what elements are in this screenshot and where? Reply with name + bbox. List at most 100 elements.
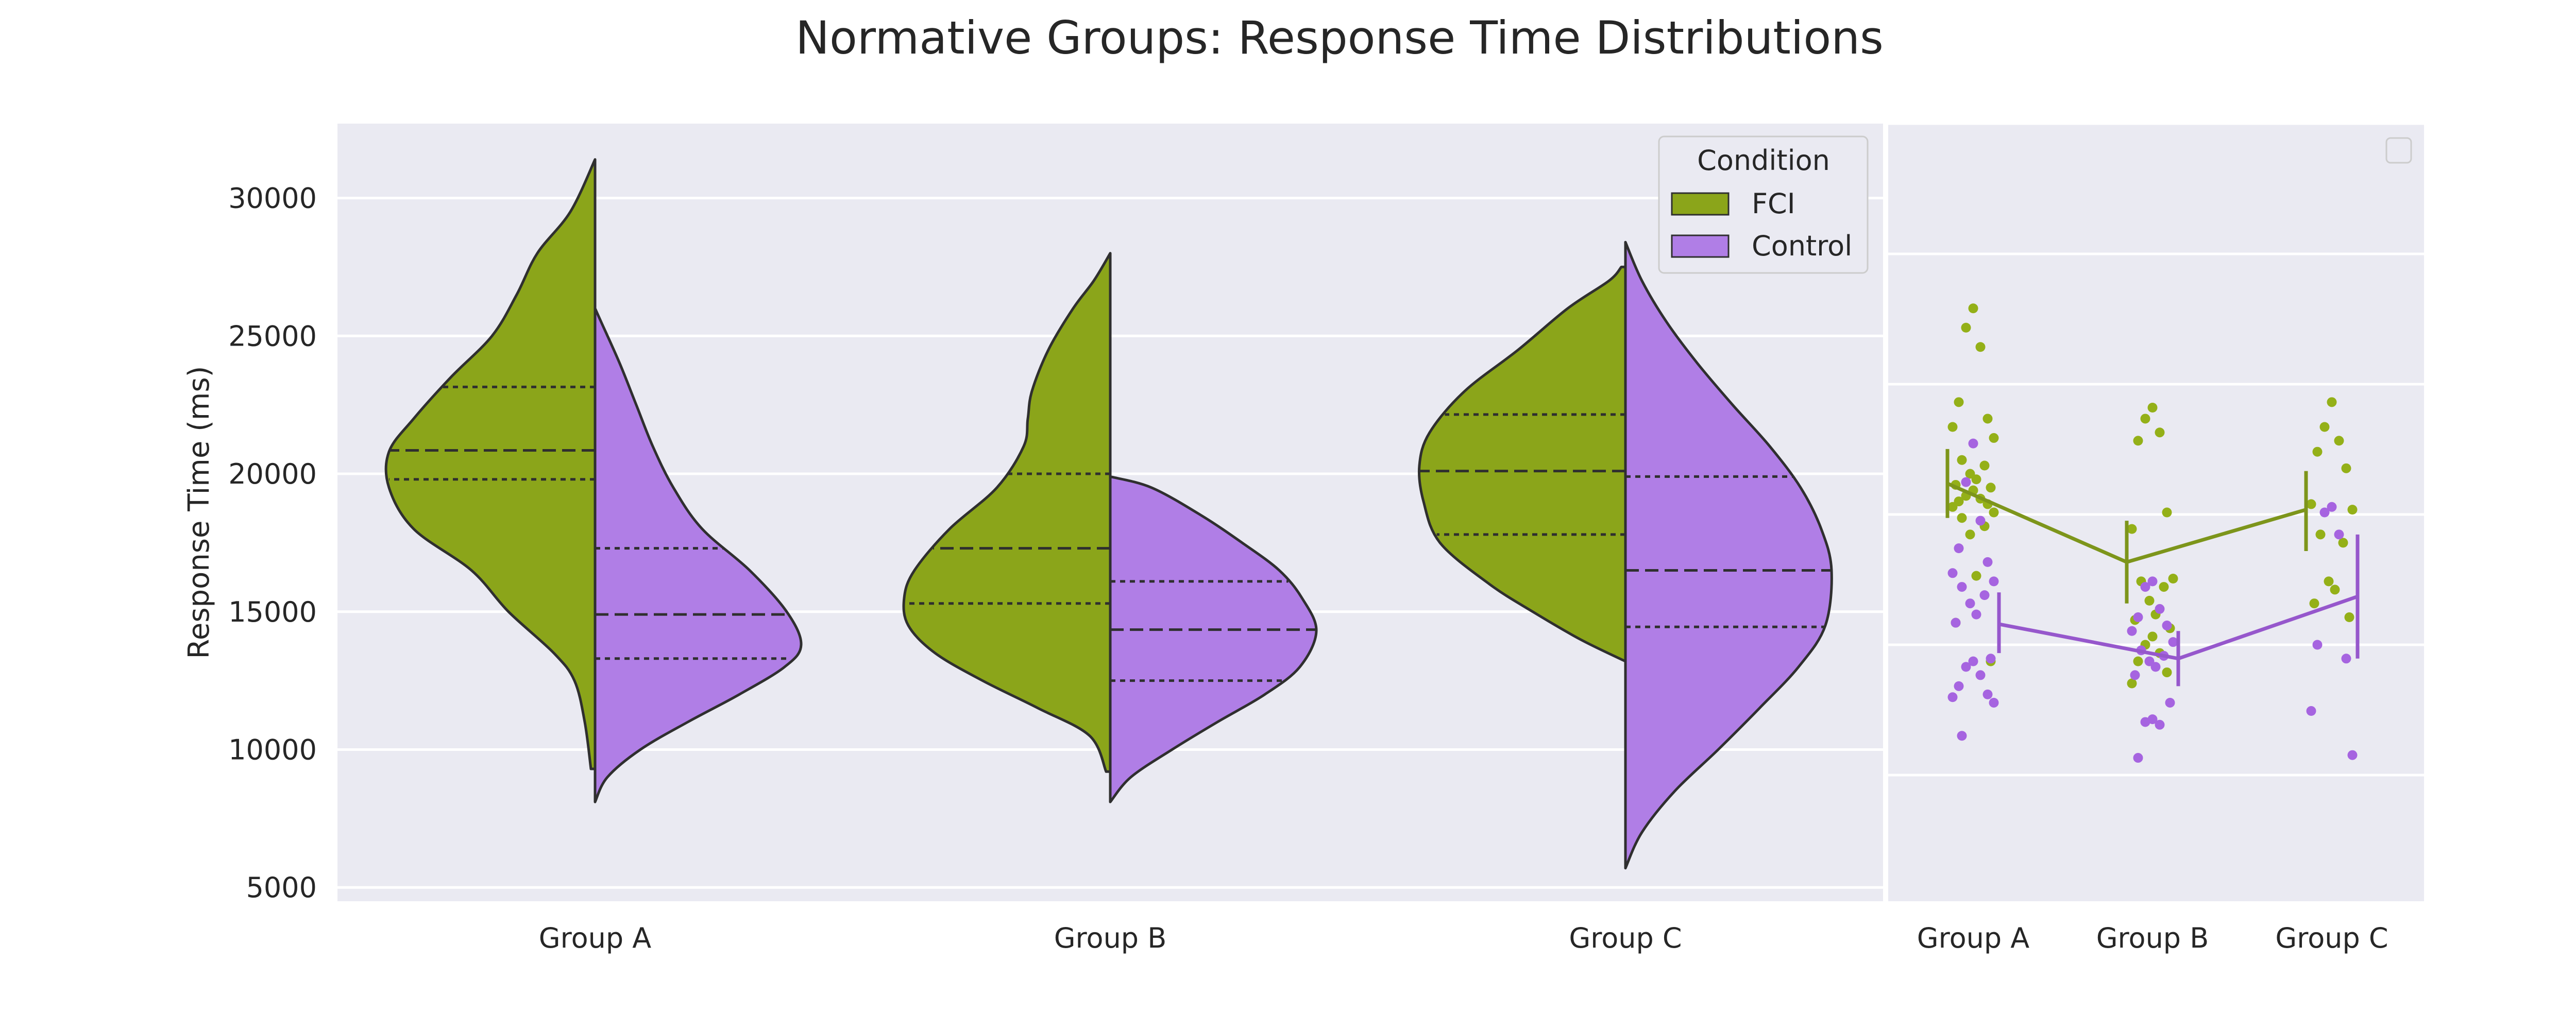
strip-point-fci [2327,397,2337,407]
strip-point-control [1975,670,1986,680]
strip-point-fci [2127,678,2137,689]
y-axis-label: Response Time (ms) [182,366,216,659]
strip-plot-background [1888,124,2424,901]
strip-point-fci [1979,460,1990,471]
strip-point-fci [2144,595,2155,606]
strip-point-control [2341,654,2351,664]
strip-point-fci [2159,582,2169,592]
legend: Condition FCI Control [1658,135,1869,274]
strip-x-axis-ticks: Group A Group B Group C [1917,922,2388,954]
strip-point-control [2347,750,2358,760]
point-plot-lines [1945,449,2360,686]
strip-point-control [1957,731,1967,741]
strip-point-control [1961,477,1971,487]
strip-point-control [1971,609,1981,620]
strip-point-fci [2312,447,2323,457]
strip-point-fci [2344,612,2354,622]
strip-point-fci [2162,507,2172,518]
violin-half-control [1109,475,1318,803]
x-axis-ticks: Group A Group B Group C [539,922,1682,954]
strip-point-control [1951,617,1961,628]
strip-point-fci [1971,571,1981,581]
strip-point-fci [1957,513,1967,523]
y-tick-label: 20000 [228,458,317,490]
strip-point-control [2133,612,2143,622]
strip-point-fci [2324,576,2334,587]
violin-shapes [384,158,1833,870]
strip-point-fci [1968,303,1978,314]
strip-point-control [2165,697,2175,708]
x-tick-label: Group B [1054,922,1167,954]
strip-point-fci [1965,529,1975,540]
strip-point-control [1975,516,1986,526]
strip-point-control [1961,662,1971,672]
strip-x-tick-label: Group B [2096,922,2209,954]
strip-point-control [2130,670,2140,680]
y-axis-ticks: 5000 10000 15000 20000 25000 30000 [228,182,317,904]
strip-point-control [1965,598,1975,609]
legend-swatch-fci [1671,192,1730,216]
legend-swatch-control [1671,234,1730,258]
chart-title: Normative Groups: Response Time Distribu… [795,11,1884,64]
strip-point-control [1968,438,1978,449]
strip-point-fci [1957,455,1967,465]
strip-point-fci [2309,598,2319,609]
strip-point-control [1968,656,1978,666]
strip-empty-legend [2385,137,2412,164]
strip-point-control [1986,654,1996,664]
strip-point-control [2319,507,2330,518]
strip-point-control [1954,681,1964,691]
strip-point-control [1989,576,1999,587]
legend-label-control: Control [1752,230,1852,262]
y-tick-label: 15000 [228,596,317,628]
strip-point-fci [2140,414,2150,424]
violin-half-fci [902,252,1112,773]
strip-x-tick-label: Group C [2275,922,2388,954]
legend-title: Condition [1697,144,1830,177]
strip-point-control [2162,621,2172,631]
strip-x-tick-label: Group A [1917,922,2030,954]
strip-point-fci [1954,397,1964,407]
strip-point-fci [1989,433,1999,443]
strip-point-fci [2133,656,2143,666]
strip-point-control [1982,689,1993,699]
strip-point-control [2306,706,2316,716]
strip-point-fci [2334,436,2344,446]
strip-point-fci [2133,436,2143,446]
strip-point-fci [2341,463,2351,473]
strip-gridlines [1883,122,2424,901]
strip-point-fci [1982,414,1993,424]
strip-point-fci [1947,502,1958,512]
strip-point-fci [2319,422,2330,432]
strip-point-control [2334,529,2344,540]
strip-point-fci [2347,505,2358,515]
strip-point-control [2147,576,2158,587]
strip-point-control [2312,640,2323,650]
strip-point-control [1979,590,1990,600]
strip-point-control [1947,568,1958,578]
strip-point-fci [2127,524,2137,534]
strip-plot-panel: Group A Group B Group C [1883,122,2424,954]
strip-point-control [2127,626,2137,636]
strip-point-fci [2338,538,2348,548]
strip-point-control [2140,582,2150,592]
violin-half-fci [384,158,597,770]
strip-point-control [2327,502,2337,512]
strip-point-fci [2147,403,2158,413]
strip-point-control [2155,604,2165,614]
strip-point-control [1957,582,1967,592]
strip-point-fci [2168,574,2178,584]
strip-point-control [2133,753,2143,763]
strip-point-control [1947,692,1958,702]
strip-point-fci [2147,631,2158,642]
y-tick-label: 30000 [228,182,317,215]
strip-point-fci [1961,322,1971,333]
x-tick-label: Group C [1569,922,1682,954]
strip-point-control [2150,662,2161,672]
strip-point-fci [2306,499,2316,509]
strip-point-control [1982,557,1993,567]
strip-point-control [1954,543,1964,554]
strip-point-fci [2315,529,2326,540]
